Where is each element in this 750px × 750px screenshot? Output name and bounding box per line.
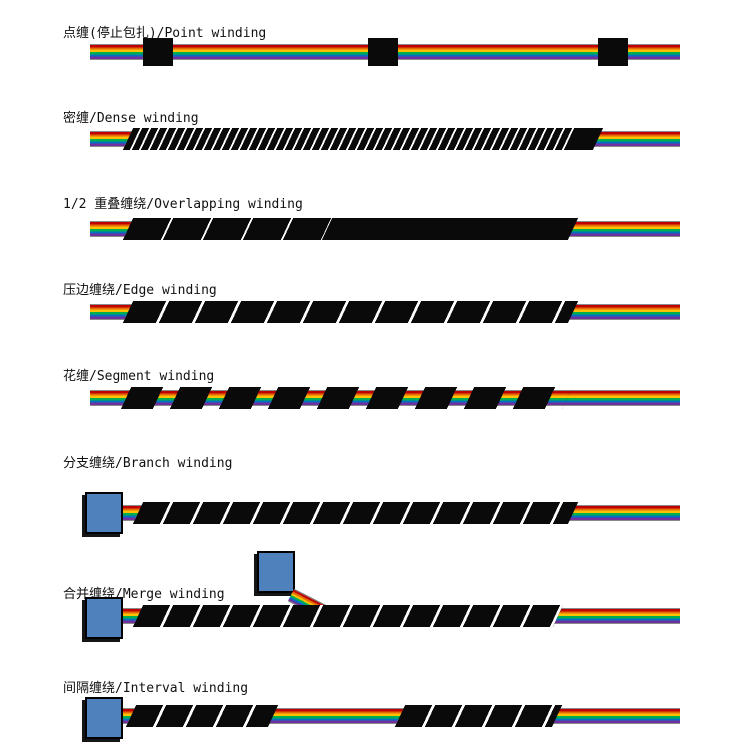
point-tape-marker	[368, 38, 398, 66]
row-label: 分支缠绕/Branch winding	[63, 456, 233, 471]
connector-block	[85, 697, 123, 739]
row-label: 花缠/Segment winding	[63, 369, 215, 384]
connector-block	[85, 597, 123, 639]
row-label: 密缠/Dense winding	[63, 111, 199, 126]
merge-tape-band	[132, 605, 564, 627]
point-tape-marker	[598, 38, 628, 66]
point-tape-marker	[143, 38, 173, 66]
row-label: 1/2 重叠缠绕/Overlapping winding	[63, 197, 303, 212]
overlap-tape-band-solid	[321, 218, 579, 240]
merge-branch-connector-block	[257, 551, 295, 593]
row-label: 压边缠绕/Edge winding	[63, 283, 217, 298]
row-label: 合并缠绕/Merge winding	[63, 587, 225, 602]
branch-tape-band	[132, 502, 579, 524]
connector-block	[85, 492, 123, 534]
interval-tape-band	[394, 705, 563, 727]
segment-tape-band	[120, 387, 573, 409]
dense-tape-band	[122, 128, 580, 150]
interval-tape-band	[125, 705, 279, 727]
row-label: 间隔缠绕/Interval winding	[63, 681, 249, 696]
edge-tape-band	[122, 301, 579, 323]
row-label: 点缠(停止包扎)/Point winding	[63, 26, 267, 41]
overlap-tape-band	[122, 218, 334, 240]
